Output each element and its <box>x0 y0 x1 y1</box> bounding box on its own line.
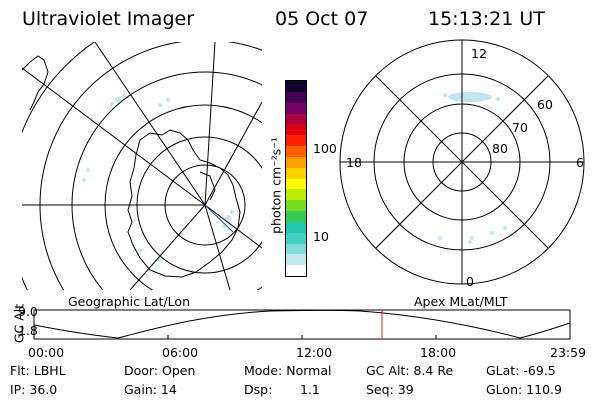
colorbar-segment <box>286 221 306 233</box>
colorbar-segment <box>286 265 306 276</box>
xtick-2: 12:00 <box>296 345 333 360</box>
magnetic-caption: Apex MLat/MLT <box>414 294 508 309</box>
altitude-ytick-bottom: 1.8 <box>18 323 38 338</box>
xtick-4: 23:59 <box>550 345 587 360</box>
mlat-label-60: 60 <box>537 97 553 112</box>
seq-info: Seq: 39 <box>366 382 414 397</box>
filter-info: Flt: LBHL <box>10 363 66 378</box>
continent-coast <box>22 55 49 111</box>
geographic-caption: Geographic Lat/Lon <box>68 294 190 309</box>
colorbar-segment <box>286 178 306 190</box>
colorbar-segment <box>286 156 306 168</box>
colorbar-segment <box>286 146 306 157</box>
xtick-1: 06:00 <box>162 345 199 360</box>
door-info: Door: Open <box>124 363 196 378</box>
colorbar-segment <box>286 211 306 222</box>
glon-info: GLon: 110.9 <box>486 382 562 397</box>
mlat-label-80: 80 <box>492 141 508 156</box>
colorbar-segment <box>286 135 306 147</box>
aurora-emission-right <box>438 92 507 244</box>
xtick-0: 00:00 <box>28 345 65 360</box>
colorbar-segment <box>286 232 306 244</box>
colorbar-segment <box>286 189 306 201</box>
antarctica-outline <box>127 129 241 278</box>
mlt-label-0: 0 <box>466 274 474 289</box>
colorbar-tick-100: 100 <box>313 141 337 156</box>
colorbar-segment <box>286 200 306 212</box>
colorbar-segment <box>286 124 306 136</box>
colorbar-segment <box>286 113 306 125</box>
altitude-ytick-top: 9.0 <box>18 304 38 319</box>
mode-info: Mode: Normal <box>244 363 332 378</box>
colorbar-segment <box>286 91 306 103</box>
mlt-label-18: 18 <box>346 155 362 170</box>
dsp-value: 1.1 <box>300 382 320 397</box>
altitude-plot <box>33 309 571 340</box>
gain-info: Gain: 14 <box>124 382 177 397</box>
dsp-label: Dsp: <box>244 382 273 397</box>
altitude-curve <box>33 309 571 339</box>
instrument-title: Ultraviolet Imager <box>22 8 195 30</box>
observation-date: 05 Oct 07 <box>275 8 369 30</box>
glat-info: GLat: -69.5 <box>486 363 556 378</box>
colorbar-tick-10: 10 <box>313 229 329 244</box>
gc-alt-info: GC Alt: 8.4 Re <box>366 363 454 378</box>
magnetic-polar-plot <box>339 39 585 285</box>
xtick-3: 18:00 <box>420 345 457 360</box>
colorbar-segment <box>286 243 306 255</box>
observation-time: 15:13:21 UT <box>428 8 545 30</box>
mlt-label-6: 6 <box>576 155 584 170</box>
colorbar-segment <box>286 254 306 266</box>
aurora-emission-left <box>82 94 234 262</box>
colorbar-segment <box>286 81 306 92</box>
mlt-label-12: 12 <box>471 46 487 61</box>
colorbar <box>285 80 307 277</box>
ip-info: IP: 36.0 <box>10 382 58 397</box>
colorbar-label: photon cm⁻²s⁻¹ <box>268 137 284 234</box>
colorbar-segment <box>286 102 306 114</box>
colorbar-segment <box>286 167 306 179</box>
mlat-label-70: 70 <box>512 120 528 135</box>
